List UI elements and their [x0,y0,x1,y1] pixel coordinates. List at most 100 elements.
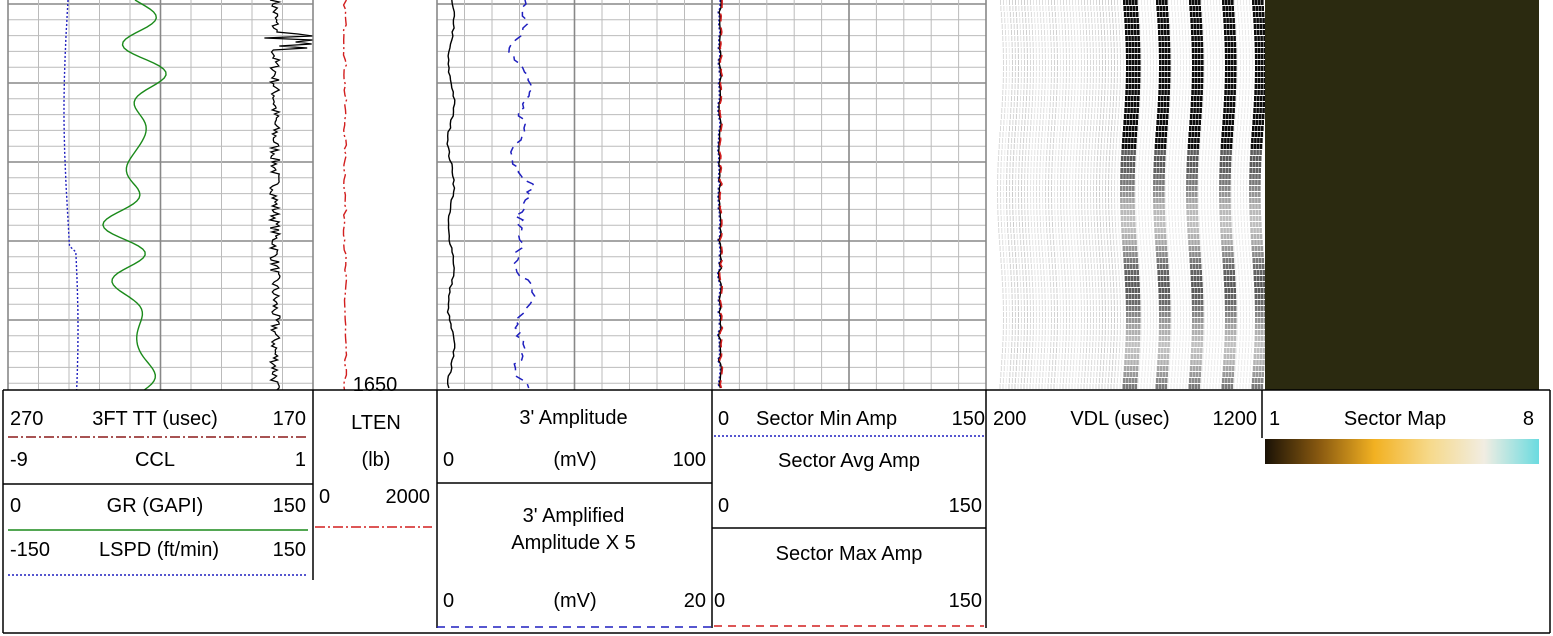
vdl-stripe [1150,162,1152,167]
vdl-stripe [1030,0,1031,5]
vdl-stripe [1055,102,1057,107]
vdl-stripe [1077,78,1079,83]
vdl-stripe [1201,168,1203,173]
vdl-stripe [1184,144,1186,149]
vdl-stripe [1170,54,1172,59]
vdl-stripe [1129,120,1132,125]
vdl-stripe [1092,36,1094,41]
vdl-stripe [1069,318,1070,323]
vdl-stripe [1013,24,1015,29]
vdl-stripe [1030,252,1032,257]
vdl-stripe [1150,6,1152,11]
vdl-stripe [1186,366,1188,371]
vdl-stripe [1017,36,1019,41]
vdl-stripe [1190,222,1193,227]
vdl-stripe [1192,180,1195,185]
vdl-stripe [1041,240,1043,245]
vdl-stripe [1041,378,1043,383]
vdl-stripe [1189,318,1190,323]
vdl-stripe [1023,42,1025,47]
vdl-stripe [1065,84,1067,89]
vdl-stripe [1194,132,1198,137]
vdl-stripe [1045,60,1046,65]
vdl-stripe [1189,174,1192,179]
vdl-stripe [1026,36,1028,41]
vdl-stripe [1214,150,1216,155]
vdl-stripe [1081,180,1083,185]
vdl-stripe [1070,354,1072,359]
vdl-stripe [1086,138,1088,143]
vdl-stripe [1014,306,1016,311]
vdl-stripe [1121,276,1123,281]
vdl-stripe [1020,138,1022,143]
vdl-stripe [1206,288,1208,293]
vdl-stripe [1161,306,1165,311]
vdl-stripe [1183,6,1185,11]
vdl-stripe [1167,132,1169,137]
vdl-stripe [1204,264,1206,269]
vdl-stripe [1024,114,1026,119]
vdl-stripe [1054,312,1055,317]
vdl-stripe [1185,48,1187,53]
vdl-stripe [1091,150,1093,155]
vdl-stripe [1031,24,1033,29]
vdl-stripe [1194,330,1198,335]
vdl-stripe [1144,318,1145,323]
vdl-stripe [1204,174,1206,179]
vdl-stripe [1131,378,1135,383]
vdl-stripe [1162,366,1166,371]
vdl-stripe [1042,168,1044,173]
vdl-stripe [1125,330,1129,335]
vdl-stripe [1106,222,1107,227]
vdl-stripe [1176,240,1178,245]
vdl-stripe [1197,84,1201,89]
vdl-stripe [1060,120,1062,125]
vdl-stripe [1041,48,1043,53]
vdl-stripe [1173,42,1175,47]
vdl-stripe [1204,60,1205,65]
vdl-stripe [1108,192,1109,197]
vdl-stripe [1102,186,1103,191]
vdl-stripe [1171,264,1173,269]
vdl-stripe [1001,234,1003,239]
vdl-stripe [1115,354,1117,359]
vdl-stripe [1126,312,1129,317]
vdl-stripe [1003,6,1005,11]
vdl-stripe [1035,90,1037,95]
vdl-stripe [1062,378,1064,383]
vdl-stripe [1138,126,1139,131]
vdl-stripe [1146,72,1148,77]
vdl-stripe [1189,156,1193,161]
vdl-stripe [1074,384,1076,389]
vdl-stripe [1141,6,1143,11]
vdl-stripe [1183,156,1185,161]
vdl-stripe [1141,180,1143,185]
vdl-stripe [1019,276,1021,281]
vdl-stripe [1056,138,1058,143]
vdl-stripe [1071,378,1073,383]
vdl-stripe [1216,66,1217,71]
vdl-stripe [1114,372,1116,377]
vdl-stripe [1018,312,1019,317]
vdl-stripe [1188,84,1190,89]
vdl-stripe [1116,30,1117,35]
vdl-stripe [1040,270,1042,275]
vdl-stripe [1170,78,1172,83]
vdl-stripe [1093,198,1095,203]
vdl-stripe [1040,150,1042,155]
vdl-stripe [1091,270,1093,275]
vdl-stripe [1012,216,1014,221]
vdl-stripe [1140,342,1142,347]
vdl-stripe [1071,240,1073,245]
vdl-stripe [1208,234,1210,239]
vdl-stripe [1068,384,1070,389]
vdl-stripe [1048,12,1050,17]
vdl-stripe [1068,78,1070,83]
vdl-stripe [1208,270,1210,275]
vdl-stripe [1157,234,1161,239]
vdl-stripe [997,156,999,161]
vdl-stripe [1206,54,1208,59]
vdl-stripe [1101,342,1103,347]
vdl-stripe [1130,18,1133,23]
vdl-stripe [1119,132,1121,137]
